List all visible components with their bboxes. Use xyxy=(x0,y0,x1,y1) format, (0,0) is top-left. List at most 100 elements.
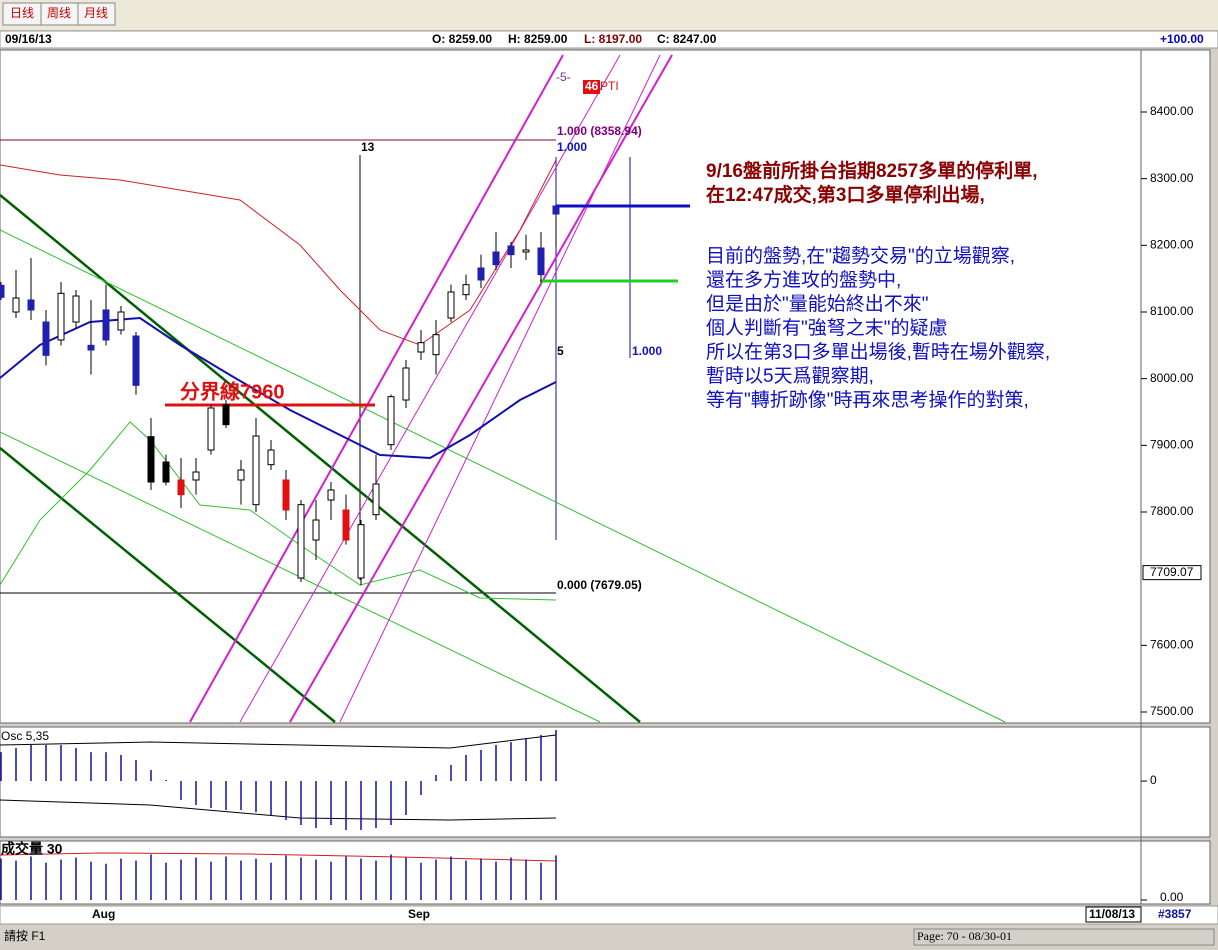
candle-body xyxy=(507,245,515,256)
candle-body xyxy=(222,404,230,426)
y-tick-label: 8000.00 xyxy=(1150,371,1194,385)
candle-body xyxy=(117,311,125,331)
button-label[interactable]: 日线 xyxy=(10,6,34,20)
osc-panel xyxy=(0,726,1211,838)
candle-body xyxy=(372,483,380,516)
button-label[interactable]: 月线 xyxy=(84,6,108,20)
candle-body xyxy=(237,469,245,481)
volume-average xyxy=(0,852,557,862)
y-tick-label: 0 xyxy=(1150,773,1157,787)
y-tick-label: 7600.00 xyxy=(1150,638,1194,652)
note-line: 9/16盤前所掛台指期8257多單的停利單, xyxy=(706,159,1038,182)
note-line: 個人判斷有"強弩之末"的疑慮 xyxy=(706,317,948,339)
candle-body xyxy=(87,344,95,351)
y-tick-label: 7900.00 xyxy=(1150,438,1194,452)
annotation: 46 xyxy=(585,79,599,93)
volume-panel xyxy=(0,840,1211,905)
annotation: 0.000 (7679.05) xyxy=(557,578,642,592)
candle-body xyxy=(402,367,410,401)
button-label[interactable]: 周线 xyxy=(47,6,71,20)
date-label: Aug xyxy=(92,907,115,921)
moving-average xyxy=(0,316,557,460)
candle-body xyxy=(312,519,320,541)
cursor-date: 11/08/13 xyxy=(1089,907,1135,921)
candle-body xyxy=(297,504,305,579)
candle-body xyxy=(27,299,35,311)
candle-body xyxy=(432,334,440,356)
header-bar xyxy=(0,30,1218,49)
cursor-date-box xyxy=(1085,906,1142,923)
candle-body xyxy=(57,292,65,341)
candle-body xyxy=(102,309,110,341)
y-tick-label: 0.00 xyxy=(1160,890,1184,904)
annotation: 5 xyxy=(557,344,564,358)
candle-body xyxy=(282,479,290,511)
bar-count: #3857 xyxy=(1158,907,1192,921)
price-panel xyxy=(0,49,1211,724)
status-page: Page: 70 - 08/30-01 xyxy=(917,929,1012,943)
note-line: 等有"轉折跡像"時再來思考操作的對策, xyxy=(706,389,1029,411)
candle-body xyxy=(147,436,155,483)
header-date: 09/16/13 xyxy=(5,32,52,46)
upper-band xyxy=(0,159,557,346)
trend-line xyxy=(0,194,641,723)
candle-body xyxy=(192,471,200,481)
channel-line xyxy=(339,54,661,723)
volume-title: 成交量 30 xyxy=(1,841,63,857)
candle-body xyxy=(42,321,50,356)
header-open: O: 8259.00 xyxy=(432,32,492,46)
header-low: L: 8197.00 xyxy=(584,32,642,46)
y-tick-label: 7500.00 xyxy=(1150,704,1194,718)
note-line: 目前的盤勢,在"趨勢交易"的立場觀察, xyxy=(706,245,1015,267)
y-tick-label: 8200.00 xyxy=(1150,238,1194,252)
annotation: 1.000 xyxy=(557,140,587,154)
note-line: 所以在第3口多單出場後,暫時在場外觀察, xyxy=(706,341,1050,363)
note-line: 暫時以5天爲觀察期, xyxy=(706,365,874,387)
status-help: 請按 F1 xyxy=(4,929,46,943)
header-high: H: 8259.00 xyxy=(508,32,568,46)
candle-body xyxy=(417,342,425,353)
note-line: 但是由於"量能始終出不來" xyxy=(706,293,929,315)
y-tick-label: 8100.00 xyxy=(1150,304,1194,318)
channel-line xyxy=(239,54,621,723)
candle-body xyxy=(357,524,365,579)
annotation: 分界線7960 xyxy=(180,379,285,403)
y-tick-label: 8300.00 xyxy=(1150,171,1194,185)
drawing-objects xyxy=(0,54,1006,862)
trend-line xyxy=(0,229,1006,723)
channel-line xyxy=(289,54,673,723)
pti-badge xyxy=(583,80,600,94)
annotation: 1.000 xyxy=(632,344,662,358)
candle-body xyxy=(132,335,140,386)
month-button[interactable] xyxy=(77,2,116,26)
lower-band xyxy=(0,421,557,601)
trend-line xyxy=(0,447,336,723)
candle-body xyxy=(462,284,470,296)
candle-body xyxy=(207,407,215,451)
candle-body xyxy=(177,479,185,496)
candle-body xyxy=(162,461,170,483)
status-bar xyxy=(0,927,1218,950)
y-tick-label: 8400.00 xyxy=(1150,104,1194,118)
candle-body xyxy=(0,284,5,298)
status-cell xyxy=(913,928,1215,946)
date-label: Sep xyxy=(408,907,430,921)
candle-body xyxy=(72,295,80,323)
note-line: 在12:47成交,第3口多單停利出場, xyxy=(706,183,985,206)
annotation: 1.000 (8358.94) xyxy=(557,124,642,138)
candle-body xyxy=(537,247,545,276)
candle-body xyxy=(477,267,485,281)
note-line: 還在多方進攻的盤勢中, xyxy=(706,269,901,291)
osc-title: Osc 5,35 xyxy=(1,729,49,743)
osc-signal xyxy=(0,734,557,749)
y-tick-label: 7800.00 xyxy=(1150,504,1194,518)
annotation: 13 xyxy=(361,140,375,154)
annotation: -5- xyxy=(556,70,571,84)
candle-body xyxy=(342,509,350,541)
toolbar xyxy=(0,0,1218,30)
date-axis xyxy=(0,905,1218,925)
header-change: +100.00 xyxy=(1160,32,1204,46)
candle-body xyxy=(327,489,335,501)
